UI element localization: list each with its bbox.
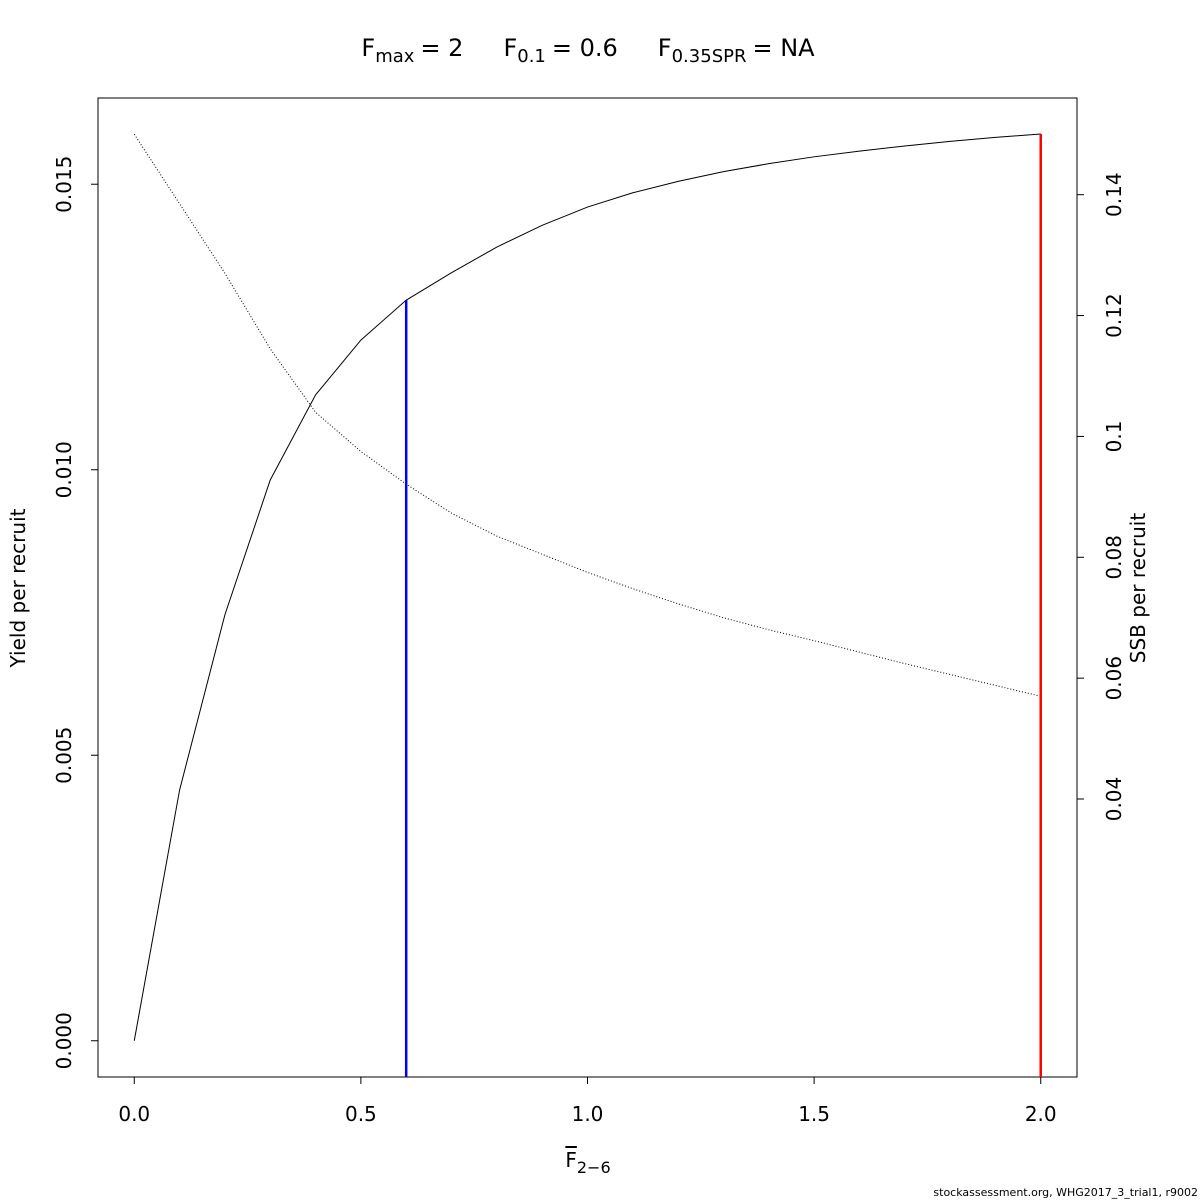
- y2-axis-label: SSB per recruit: [1126, 513, 1150, 664]
- title-subscript: 0.1: [517, 46, 546, 67]
- x-tick-label: 0.0: [118, 1102, 150, 1126]
- x-label-subscript: 2−6: [577, 1158, 611, 1177]
- y2-tick-label: 0.04: [1102, 777, 1126, 822]
- y-tick-label: 0.000: [52, 1012, 76, 1069]
- y2-tick-label: 0.1: [1102, 421, 1126, 453]
- title-symbol: F: [503, 34, 517, 62]
- plot-frame: [97, 97, 1078, 1078]
- series-line: [133, 133, 1041, 1041]
- title-value: = NA: [752, 34, 815, 62]
- y-axis-label: Yield per recruit: [6, 508, 30, 668]
- x-tick-label: 2.0: [1025, 1102, 1057, 1126]
- title-symbol: F: [658, 34, 672, 62]
- y2-tick-label: 0.12: [1102, 293, 1126, 338]
- y-tick-label: 0.010: [52, 441, 76, 498]
- x-tick-label: 0.5: [345, 1102, 377, 1126]
- title-subscript: 0.35SPR: [672, 46, 747, 67]
- title-value: = 0.6: [552, 34, 618, 62]
- x-tick-label: 1.5: [798, 1102, 830, 1126]
- y2-tick-label: 0.06: [1102, 656, 1126, 701]
- title-symbol: F: [361, 34, 375, 62]
- chart-title: Fmax = 2 F0.1 = 0.6 F0.35SPR = NA: [361, 34, 815, 67]
- y-tick-label: 0.005: [52, 727, 76, 784]
- series-line: [133, 133, 1041, 697]
- y-tick-label: 0.015: [52, 156, 76, 213]
- y2-tick-label: 0.08: [1102, 535, 1126, 580]
- x-tick-label: 1.0: [572, 1102, 604, 1126]
- x-label-symbol: F: [565, 1148, 577, 1172]
- title-subscript: max: [375, 46, 415, 67]
- x-axis-label: F2−6: [565, 1148, 610, 1177]
- footer: stockassessment.org, WHG2017_3_trial1, r…: [933, 1186, 1198, 1199]
- title-value: = 2: [420, 34, 463, 62]
- y2-tick-label: 0.14: [1102, 172, 1126, 217]
